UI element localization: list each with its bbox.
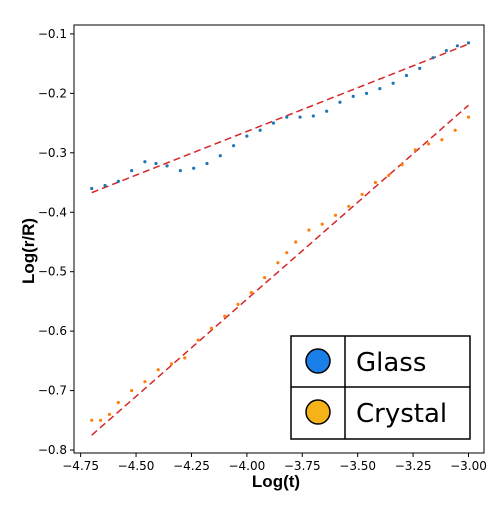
point-glass <box>154 161 158 166</box>
legend-label-crystal: Crystal <box>356 399 447 429</box>
point-crystal <box>387 173 391 177</box>
x-tick-label: −4.50 <box>118 459 155 473</box>
point-crystal <box>426 142 431 146</box>
point-crystal <box>116 400 120 405</box>
point-glass <box>258 128 262 132</box>
y-tick-label: −0.8 <box>38 443 67 457</box>
point-glass <box>311 114 315 118</box>
legend-label-glass: Glass <box>356 348 426 378</box>
fit-line-glass <box>91 43 469 194</box>
point-glass <box>378 87 382 91</box>
point-crystal <box>183 356 187 360</box>
y-tick-label: −0.4 <box>38 205 67 219</box>
point-crystal <box>90 418 94 422</box>
point-crystal <box>130 388 134 393</box>
point-glass <box>455 44 460 48</box>
point-crystal <box>156 368 160 372</box>
point-crystal <box>223 314 227 318</box>
x-axis-title: Log(t) <box>252 472 300 491</box>
point-glass <box>391 81 395 85</box>
point-crystal <box>294 240 298 244</box>
y-tick-label: −0.7 <box>38 384 67 398</box>
point-glass <box>165 164 169 168</box>
point-glass <box>325 109 329 113</box>
point-crystal <box>453 128 457 132</box>
point-glass <box>130 169 134 173</box>
plot-frame <box>73 24 485 454</box>
point-glass <box>418 66 422 70</box>
point-crystal <box>333 213 338 217</box>
x-tick-label: −4.75 <box>62 459 99 473</box>
point-crystal <box>373 180 378 185</box>
point-crystal <box>249 290 253 295</box>
point-glass <box>231 144 236 148</box>
fit-lines <box>91 43 469 436</box>
point-crystal <box>262 276 267 280</box>
point-glass <box>205 161 209 166</box>
legend-marker-glass <box>305 348 331 374</box>
y-tick-label: −0.1 <box>38 27 67 41</box>
point-glass <box>143 160 147 164</box>
axes: −4.75 −4.50 −4.25 −4.00 −3.75 −3.50 −3.25 −3.00… <box>38 24 487 473</box>
point-crystal <box>143 380 147 384</box>
point-crystal <box>413 148 417 152</box>
point-glass <box>245 134 249 138</box>
y-tick-label: −0.6 <box>38 324 67 338</box>
point-crystal <box>107 412 112 416</box>
x-tick-label: −4.25 <box>173 459 210 473</box>
point-crystal <box>196 338 200 342</box>
point-crystal <box>307 228 311 232</box>
y-tick-label: −0.2 <box>38 86 67 100</box>
point-crystal <box>360 192 364 197</box>
point-crystal <box>236 302 240 306</box>
point-glass <box>466 41 471 45</box>
x-tick-label: −3.25 <box>395 459 432 473</box>
data-points <box>90 41 471 422</box>
y-axis-title: Log(r/R) <box>19 218 38 284</box>
point-crystal <box>320 222 324 226</box>
point-crystal <box>169 362 174 366</box>
point-glass <box>285 115 289 119</box>
point-glass <box>444 48 448 53</box>
point-crystal <box>98 418 103 422</box>
point-glass <box>271 121 276 125</box>
point-crystal <box>400 163 404 167</box>
legend: Glass Crystal <box>290 335 471 440</box>
point-glass <box>298 115 302 119</box>
point-glass <box>338 100 342 104</box>
point-crystal <box>440 138 444 142</box>
point-glass <box>218 154 222 158</box>
point-glass <box>178 169 182 173</box>
point-glass <box>116 179 120 183</box>
y-tick-label: −0.5 <box>38 265 67 279</box>
x-tick-label: −4.00 <box>228 459 265 473</box>
point-glass <box>404 73 409 78</box>
x-tick-label: −3.00 <box>450 459 487 473</box>
x-tick-label: −3.50 <box>339 459 376 473</box>
y-tick-label: −0.3 <box>38 146 67 160</box>
point-glass <box>192 166 196 170</box>
point-crystal <box>347 204 351 208</box>
point-crystal <box>285 251 289 255</box>
point-glass <box>431 56 435 60</box>
point-glass <box>103 183 107 188</box>
fit-line-crystal <box>91 104 469 436</box>
point-crystal <box>276 261 280 265</box>
legend-marker-crystal <box>305 399 331 425</box>
point-glass <box>351 94 355 98</box>
point-glass <box>364 91 369 95</box>
point-crystal <box>209 326 214 330</box>
point-glass <box>90 186 94 191</box>
point-crystal <box>466 115 471 119</box>
x-tick-label: −3.75 <box>284 459 321 473</box>
